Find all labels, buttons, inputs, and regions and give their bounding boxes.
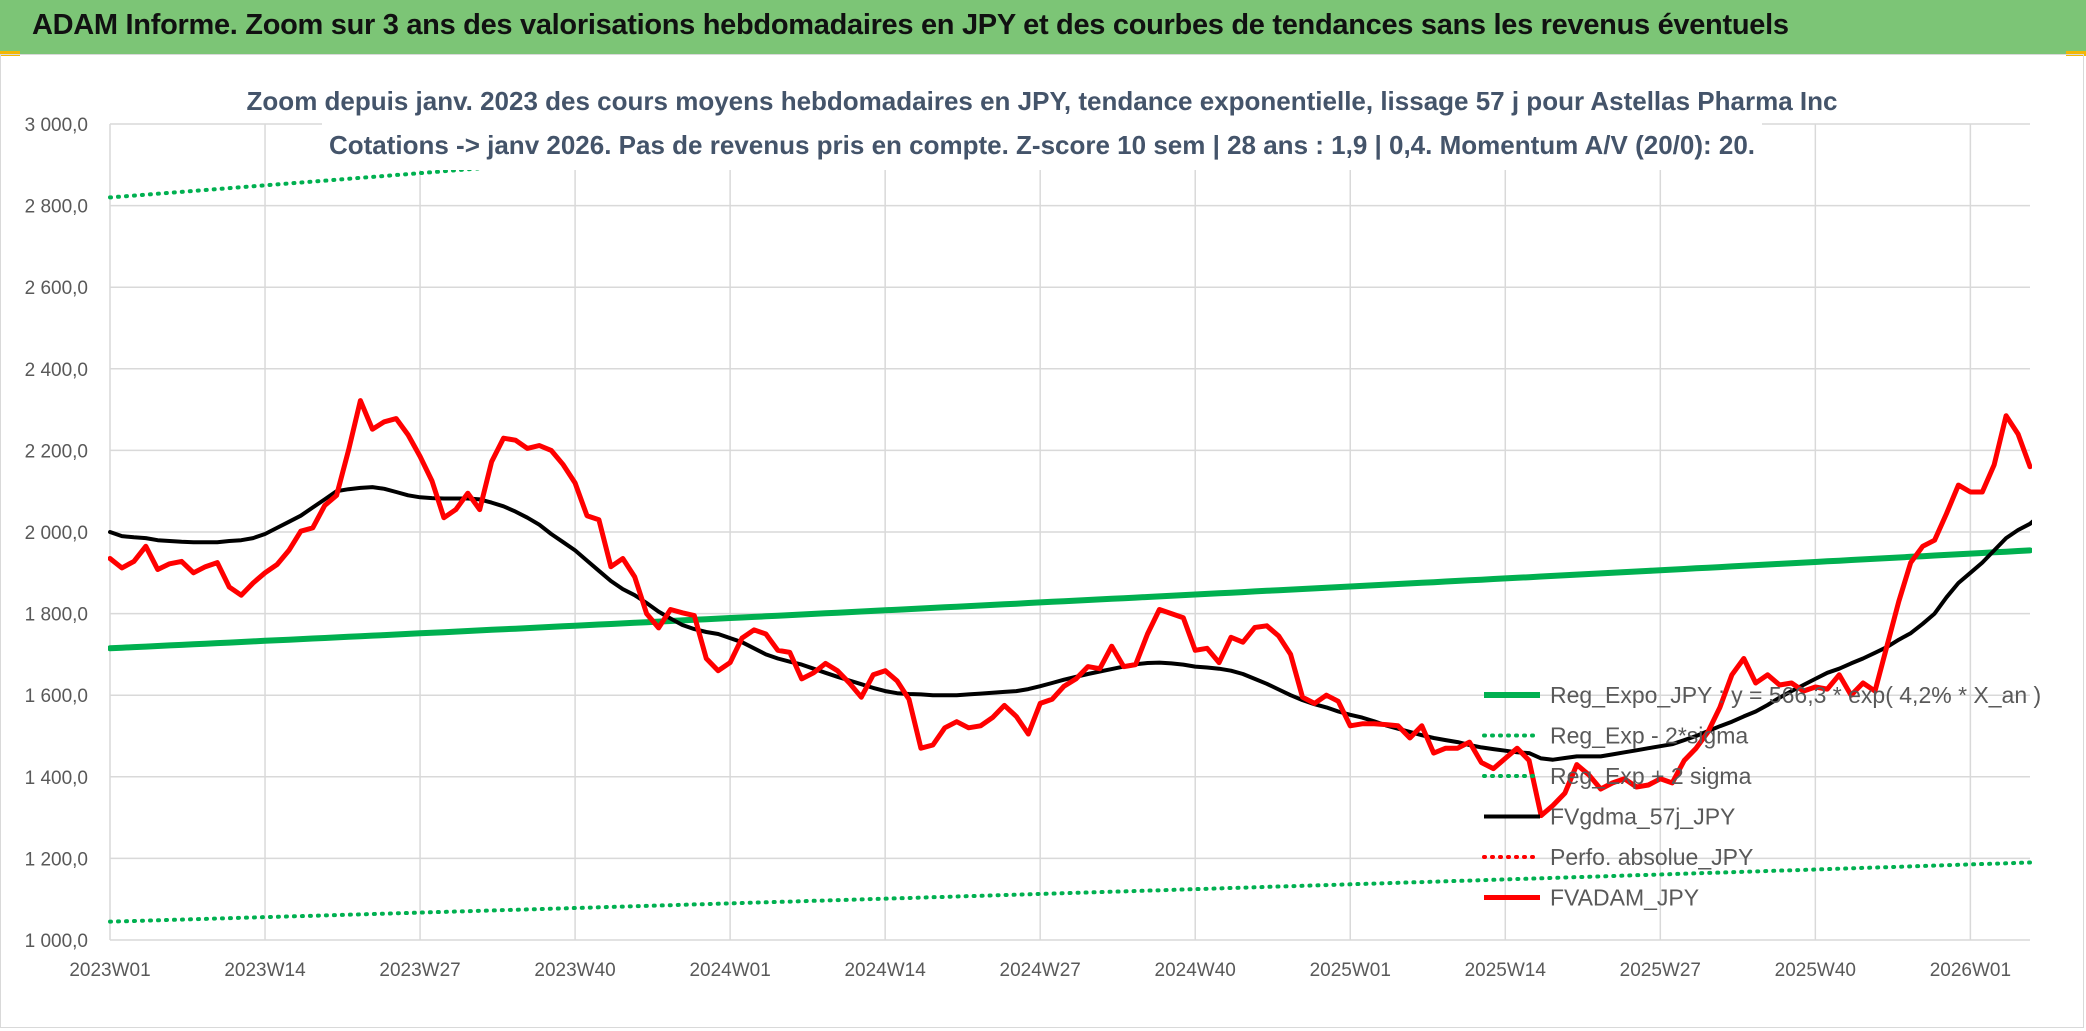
chart-subtitle-line2: Cotations -> janv 2026. Pas de revenus p…	[329, 130, 1755, 160]
legend: Reg_Expo_JPY : y = 566,3 * exp( 4,2% * X…	[1482, 682, 2041, 911]
x-tick-label: 2023W01	[69, 960, 150, 981]
x-tick-label: 2024W40	[1155, 960, 1236, 981]
series-line-0	[108, 547, 2032, 652]
report-banner: ADAM Informe. Zoom sur 3 ans des valoris…	[0, 0, 2086, 54]
legend-label-1: Reg_Exp - 2*sigma	[1550, 723, 1748, 749]
y-tick-label: 1 000,0	[25, 931, 88, 952]
y-tick-label: 2 600,0	[25, 278, 88, 299]
series-line-1	[108, 860, 2032, 924]
series-line-5	[108, 398, 2032, 819]
x-tick-label: 2025W40	[1775, 960, 1856, 981]
series-layer	[108, 120, 2032, 924]
banner-accent-right	[2066, 51, 2086, 56]
x-tick-label: 2024W01	[689, 960, 770, 981]
banner-accent-left	[0, 51, 20, 56]
report-title: ADAM Informe. Zoom sur 3 ans des valoris…	[32, 9, 1789, 41]
series-line-3	[108, 485, 2032, 762]
subtitle-background	[322, 78, 1762, 170]
y-tick-label: 2 800,0	[25, 197, 88, 218]
legend-label-5: FVADAM_JPY	[1550, 885, 1699, 911]
x-tick-label: 2023W14	[224, 960, 306, 981]
chart-frame	[0, 54, 2084, 1028]
x-tick-label: 2023W27	[379, 960, 460, 981]
x-tick-label: 2024W27	[1000, 960, 1081, 981]
y-tick-label: 2 200,0	[25, 441, 88, 462]
x-axis-ticks: 2023W01 2023W14 2023W27 2023W40 2024W01 2024W…	[69, 960, 2011, 981]
chart-subtitle-line1: Zoom depuis janv. 2023 des cours moyens …	[247, 86, 1838, 116]
y-tick-label: 3 000,0	[25, 115, 88, 136]
x-tick-label: 2025W27	[1620, 960, 1701, 981]
x-tick-label: 2026W01	[1930, 960, 2011, 981]
grid	[109, 123, 2030, 941]
series-line-2	[108, 120, 1100, 200]
x-tick-label: 2024W14	[844, 960, 926, 981]
legend-label-2: Reg_Exp + 2 sigma	[1550, 763, 1752, 789]
y-axis-ticks: 1 000,0 1 200,0 1 400,0 1 600,0 1 800,0 2 000…	[25, 115, 88, 952]
legend-label-0: Reg_Expo_JPY : y = 566,3 * exp( 4,2% * X…	[1550, 682, 2041, 708]
y-tick-label: 1 600,0	[25, 686, 88, 707]
y-tick-label: 2 400,0	[25, 360, 88, 381]
legend-label-3: FVgdma_57j_JPY	[1550, 804, 1735, 830]
x-tick-label: 2025W01	[1310, 960, 1391, 981]
y-tick-label: 1 800,0	[25, 605, 88, 626]
x-tick-label: 2023W40	[534, 960, 615, 981]
y-tick-label: 1 200,0	[25, 849, 88, 870]
y-tick-label: 2 000,0	[25, 523, 88, 544]
x-tick-label: 2025W14	[1465, 960, 1547, 981]
y-tick-label: 1 400,0	[25, 768, 88, 789]
legend-label-4: Perfo. absolue_JPY	[1550, 844, 1753, 870]
